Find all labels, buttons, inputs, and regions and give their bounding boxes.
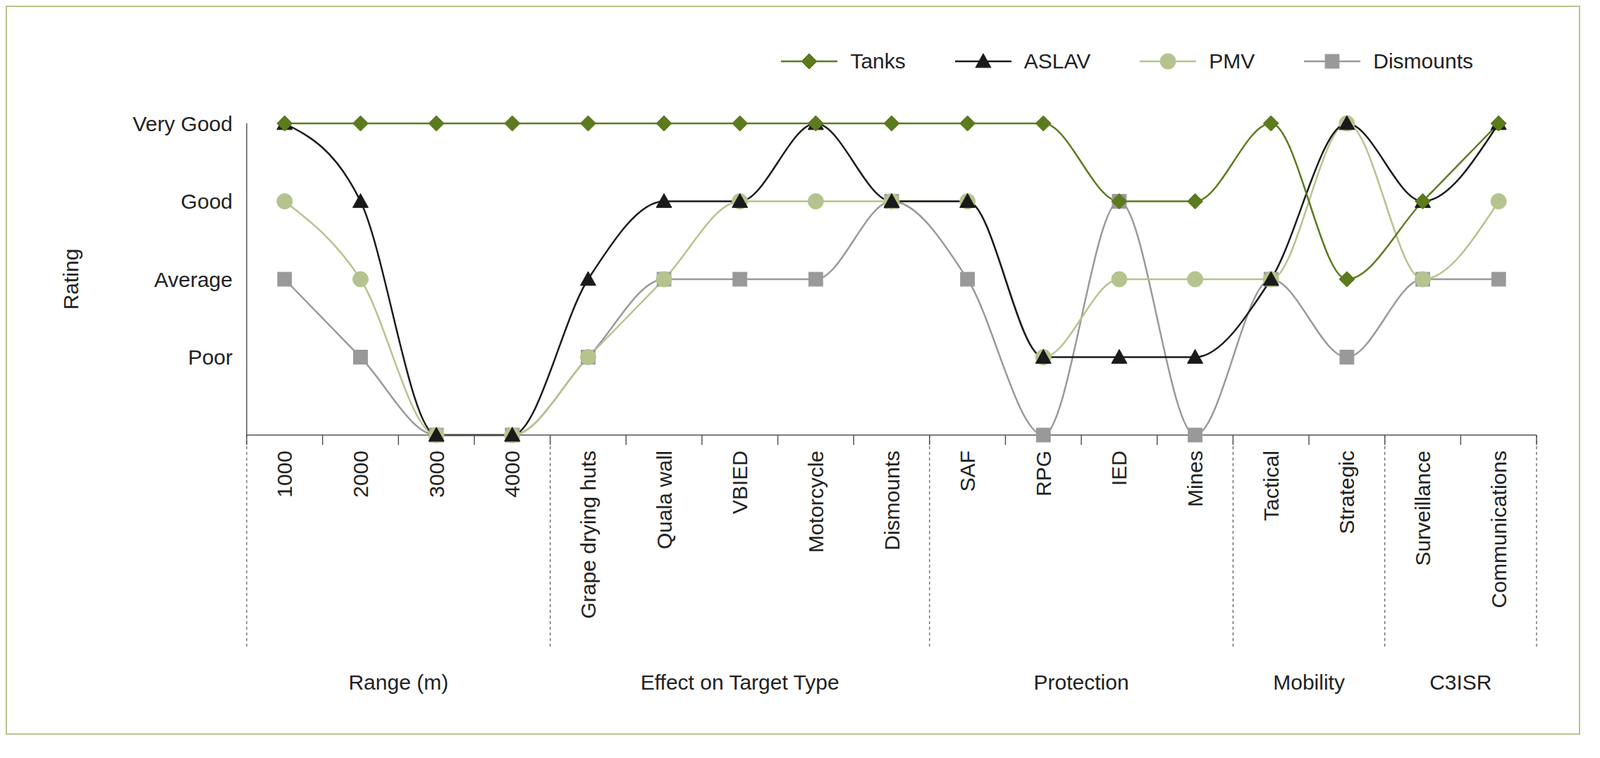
svg-text:Good: Good xyxy=(181,189,233,213)
html-text:PMV: PMV xyxy=(1209,49,1255,73)
svg-text:2000: 2000 xyxy=(348,450,373,498)
svg-text:Tactical: Tactical xyxy=(1259,450,1283,521)
svg-text:IED: IED xyxy=(1107,450,1131,486)
svg-text:Average: Average xyxy=(154,267,233,292)
svg-text:Surveillance: Surveillance xyxy=(1411,450,1435,566)
svg-text:VBIED: VBIED xyxy=(728,450,752,514)
html-text:Tanks: Tanks xyxy=(850,49,906,73)
svg-text:Rating: Rating xyxy=(59,248,83,311)
svg-text:3000: 3000 xyxy=(425,450,449,498)
html-text:ASLAV: ASLAV xyxy=(1024,49,1091,73)
svg-text:Poor: Poor xyxy=(188,345,233,369)
svg-text:Strategic: Strategic xyxy=(1334,450,1359,534)
svg-text:Effect on Target Type: Effect on Target Type xyxy=(640,670,840,694)
html-text:Dismounts: Dismounts xyxy=(1373,49,1474,73)
svg-text:4000: 4000 xyxy=(500,450,524,498)
svg-text:SAF: SAF xyxy=(955,450,980,492)
svg-text:Protection: Protection xyxy=(1034,670,1130,694)
svg-text:Communications: Communications xyxy=(1487,450,1511,608)
svg-text:1000: 1000 xyxy=(272,450,297,498)
svg-text:Very Good: Very Good xyxy=(132,112,233,136)
svg-text:Quala wall: Quala wall xyxy=(652,450,676,550)
svg-text:C3ISR: C3ISR xyxy=(1429,670,1492,694)
svg-text:Mobility: Mobility xyxy=(1272,670,1345,694)
svg-text:Dismounts: Dismounts xyxy=(880,450,904,551)
svg-text:Range (m): Range (m) xyxy=(348,670,449,694)
svg-text:Mines: Mines xyxy=(1183,450,1207,507)
svg-text:Motorcycle: Motorcycle xyxy=(804,450,828,553)
svg-text:Grape drying huts: Grape drying huts xyxy=(576,450,600,619)
svg-text:RPG: RPG xyxy=(1031,450,1056,497)
